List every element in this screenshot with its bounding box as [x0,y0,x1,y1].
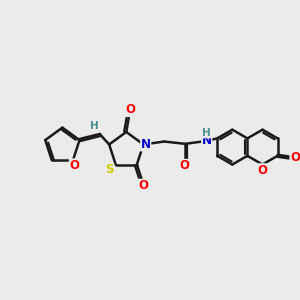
Text: N: N [202,134,212,147]
Text: S: S [105,163,114,176]
Text: O: O [290,151,300,164]
Text: O: O [257,164,268,177]
Text: H: H [90,121,98,130]
Text: O: O [139,179,148,192]
Text: O: O [180,159,190,172]
Text: H: H [202,128,211,138]
Text: O: O [69,159,80,172]
Text: N: N [141,138,151,151]
Text: O: O [126,103,136,116]
